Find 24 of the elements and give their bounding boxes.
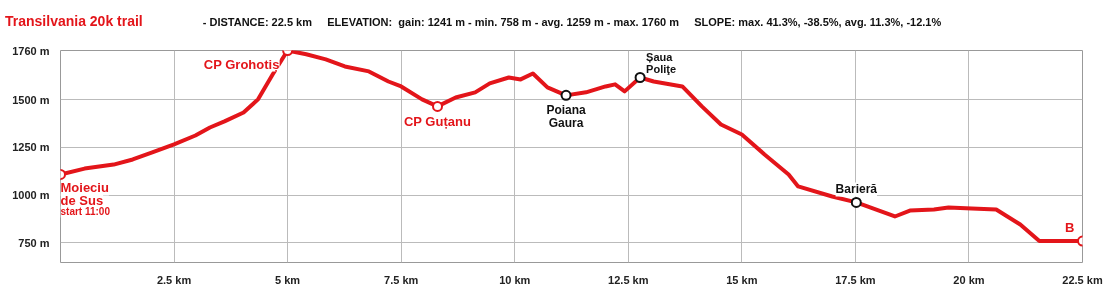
annotation: B [1065,220,1075,236]
x-tick-label: 22.5 km [1062,273,1103,286]
x-tick-label: 17.5 km [835,273,876,286]
annotation: CP Guțanu [403,114,471,130]
point [432,100,443,112]
y-tick-label: 1250 m [12,141,50,154]
x-tick-label: 10 km [499,273,531,286]
x-tick-label: 5 km [275,273,301,286]
x-tick-label: 7.5 km [384,273,419,286]
x-tick-label: 15 km [726,273,758,286]
y-tick-label: 750 m [18,236,50,249]
annotation: Poiana Gaura [546,103,587,131]
y-tick-label: 1760 m [12,44,50,57]
annotation: Moieciu de Sus start 11:00 [60,180,111,218]
annotation: CP Grohotiș [203,56,280,72]
x-tick-label: 20 km [953,273,985,286]
x-tick-label: 2.5 km [156,273,192,286]
chart-subtitle: - DISTANCE: 22.5 km ELEVATION: gain: 1241 m - min. 758 m - avg. 1259 m - max. 1760 m SLOPE: max. 41.3%, -38.5%, avg. 11.3%, -12.1% [202,16,942,28]
annotation: Șaua Poliţe [646,51,677,76]
x-tick-label: 12.5 km [608,273,649,286]
y-tick-label: 1000 m [12,189,50,201]
chart-title: Transilvania 20k trail [5,13,143,29]
annotation: Barieră [835,182,878,197]
y-tick-label: 1500 m [12,93,50,106]
